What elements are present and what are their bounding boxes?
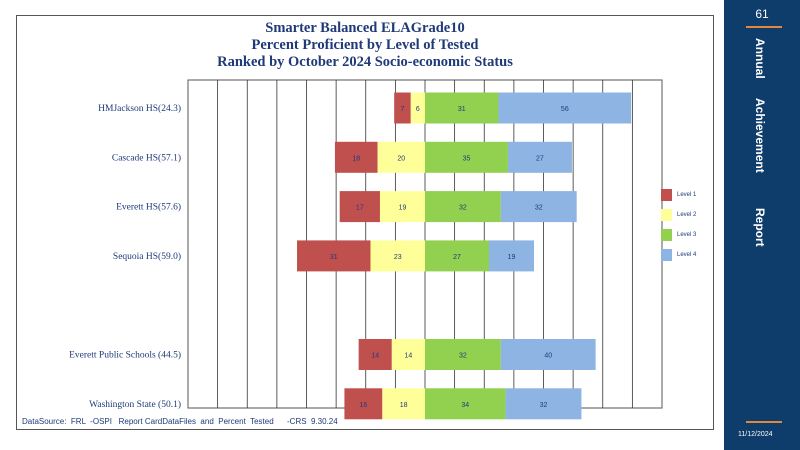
sidebar-date: 11/12/2024 [738, 431, 773, 438]
data-label: 20 [397, 155, 405, 162]
bar-level-2 [382, 388, 425, 420]
data-label: 32 [540, 402, 548, 409]
bar-level-4 [505, 388, 582, 420]
sidebar-word-achievement: Achievement [753, 98, 767, 173]
chart-title-line-3: Ranked by October 2024 Socio-economic St… [217, 54, 513, 70]
legend-label: Level 4 [677, 252, 697, 258]
page-number: 61 [755, 7, 769, 21]
data-label: 18 [352, 155, 360, 162]
legend-swatch [661, 209, 672, 221]
accent-line-top [746, 26, 782, 28]
data-label: 34 [461, 402, 469, 409]
bar-level-2 [370, 240, 425, 272]
data-source-note: DataSource: FRL -OSPI Report CardDataFil… [22, 417, 338, 426]
chart-title-line-2: Percent Proficient by Level of Tested [251, 37, 479, 53]
legend-label: Level 1 [677, 192, 697, 198]
data-label: 32 [459, 353, 467, 360]
data-label: 18 [400, 402, 408, 409]
bar-level-2 [377, 141, 425, 173]
data-label: 17 [356, 205, 364, 212]
data-label: 19 [399, 205, 407, 212]
data-label: 14 [371, 353, 379, 360]
bar-level-3 [425, 339, 501, 370]
category-label: HMJackson HS(24.3) [98, 103, 181, 114]
data-label: 40 [544, 353, 552, 360]
chart-title-line-1: Smarter Balanced ELAGrade10 [265, 20, 465, 36]
data-label: 27 [536, 155, 544, 162]
category-label: Cascade HS(57.1) [112, 152, 181, 163]
sidebar-word-report: Report [753, 208, 767, 247]
data-label: 32 [535, 205, 543, 212]
data-label: 23 [394, 254, 402, 261]
chart-title: Smarter Balanced ELAGrade10 Percent Prof… [16, 20, 714, 71]
bar-level-4 [488, 240, 535, 272]
bar-level-1 [297, 240, 371, 272]
data-label: 16 [359, 402, 367, 409]
data-label: 31 [330, 254, 338, 261]
bar-level-4 [498, 92, 632, 124]
bar-level-1 [334, 141, 378, 173]
legend-label: Level 3 [677, 232, 697, 238]
legend-swatch [661, 229, 672, 241]
bar-level-3 [425, 388, 506, 420]
legend-swatch [661, 249, 672, 261]
legend-swatch [661, 189, 672, 201]
data-label: 6 [416, 106, 420, 113]
bar-level-1 [339, 191, 380, 223]
bar-level-4 [507, 141, 572, 173]
category-label: Sequoia HS(59.0) [113, 251, 181, 262]
sidebar: 61 Annual Achievement Report 11/12/2024 [724, 0, 800, 450]
bar-level-1 [344, 388, 383, 420]
data-label: 35 [463, 155, 471, 162]
data-label: 31 [458, 106, 466, 113]
category-label: Everett Public Schools (44.5) [69, 350, 181, 361]
legend-label: Level 2 [677, 212, 697, 218]
bar-level-3 [425, 191, 501, 223]
category-label: Everett HS(57.6) [116, 202, 181, 213]
accent-line-bottom [746, 421, 782, 423]
bar-level-3 [425, 92, 499, 124]
data-label: 19 [508, 254, 516, 261]
category-label: Washington State (50.1) [89, 399, 181, 410]
bar-level-1 [358, 339, 392, 370]
bar-level-1 [394, 92, 411, 124]
bar-level-2 [391, 339, 425, 370]
data-label: 27 [453, 254, 461, 261]
data-label: 32 [459, 205, 467, 212]
bar-level-2 [410, 92, 425, 124]
bar-level-4 [500, 339, 596, 370]
data-label: 14 [405, 353, 413, 360]
sidebar-word-annual: Annual [753, 38, 767, 79]
data-label: 7 [401, 106, 405, 113]
bar-level-2 [379, 191, 425, 223]
bar-level-4 [500, 191, 577, 223]
data-label: 56 [561, 106, 569, 113]
bar-level-3 [425, 240, 489, 272]
bar-level-3 [425, 141, 508, 173]
